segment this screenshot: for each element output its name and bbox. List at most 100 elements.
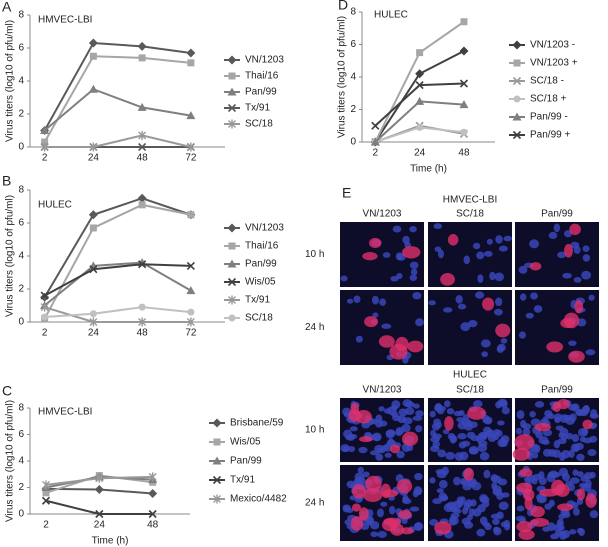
nucleus	[415, 318, 424, 327]
nucleus	[466, 514, 473, 520]
nucleus	[481, 351, 489, 358]
legend-marker	[212, 475, 222, 485]
legend-label: Pan/99	[230, 456, 262, 467]
nucleus	[414, 522, 422, 531]
nucleus	[429, 410, 436, 418]
x-tick-label: 72	[185, 328, 197, 339]
data-point	[416, 123, 424, 131]
y-tick-label: 8	[18, 185, 24, 196]
nucleus	[471, 481, 482, 491]
nucleus	[466, 431, 476, 439]
infected-cell	[365, 475, 382, 492]
infected-cell	[516, 521, 533, 533]
nucleus	[480, 339, 491, 348]
data-point	[415, 96, 425, 105]
y-tick-label: 0	[18, 509, 24, 520]
y-tick-label: 6	[350, 39, 356, 50]
nucleus	[474, 291, 485, 299]
infected-cell	[557, 503, 574, 511]
nucleus	[414, 473, 423, 481]
y-axis-label: Virus titers (log10 of pfu/ml)	[5, 20, 16, 142]
nucleus	[536, 496, 547, 504]
nucleus	[531, 478, 538, 485]
nucleus	[479, 494, 488, 503]
infected-cell	[378, 335, 395, 348]
nucleus	[530, 292, 539, 300]
nucleus	[443, 307, 453, 313]
panel-label: E	[342, 185, 351, 201]
nucleus	[562, 272, 572, 279]
data-point	[186, 48, 196, 58]
nucleus	[371, 434, 378, 441]
micrograph	[428, 290, 512, 365]
nucleus	[449, 515, 457, 524]
infected-cell	[546, 341, 564, 353]
nucleus	[494, 272, 504, 282]
nucleus	[402, 235, 410, 244]
x-tick-label: 48	[458, 148, 470, 159]
series-line	[44, 263, 191, 297]
data-point	[415, 69, 425, 79]
legend-marker	[228, 72, 236, 80]
data-point	[41, 138, 49, 146]
legend-marker	[227, 55, 237, 65]
y-axis-label: Virus titers (log10 of pfu/ml)	[5, 400, 16, 522]
legend-marker	[227, 277, 237, 287]
nucleus	[565, 432, 574, 440]
nucleus	[491, 482, 498, 490]
nucleus	[553, 223, 561, 233]
nucleus	[579, 436, 586, 443]
micrograph	[515, 465, 599, 541]
nucleus	[518, 331, 526, 339]
nucleus	[376, 508, 384, 518]
nucleus	[437, 249, 445, 259]
data-point	[95, 509, 104, 519]
nucleus	[372, 312, 379, 318]
nucleus	[498, 501, 509, 511]
data-point	[137, 41, 147, 51]
nucleus	[346, 480, 356, 489]
series-line	[43, 88, 192, 132]
nucleus	[464, 521, 474, 529]
data-point	[186, 142, 195, 152]
nucleus	[558, 467, 569, 477]
nucleus	[555, 425, 564, 431]
nucleus	[548, 231, 558, 240]
nucleus	[497, 478, 508, 486]
panel-label: B	[2, 173, 11, 189]
legend-marker	[212, 456, 222, 465]
data-point	[89, 310, 97, 318]
micrograph	[515, 290, 599, 365]
y-tick-label: 2	[18, 482, 24, 493]
legend-label: Thai/16	[245, 71, 279, 82]
nucleus	[534, 400, 545, 408]
nucleus	[357, 466, 364, 474]
nucleus	[415, 410, 424, 417]
data-point	[40, 126, 50, 134]
nucleus	[479, 452, 490, 461]
nucleus	[535, 430, 543, 439]
nucleus	[477, 274, 484, 283]
nucleus	[413, 403, 420, 409]
nucleus	[380, 501, 388, 507]
infected-cell	[518, 529, 535, 540]
nucleus	[529, 239, 540, 249]
data-point	[40, 291, 49, 300]
data-point	[148, 488, 158, 498]
infected-cell	[519, 468, 533, 477]
data-point	[138, 54, 146, 62]
nucleus	[581, 405, 590, 415]
nucleus	[412, 415, 423, 421]
legend-label: VN/1203	[245, 223, 284, 234]
chart-title: HULEC	[374, 10, 408, 21]
legend-marker	[513, 59, 521, 67]
y-tick-label: 4	[18, 76, 24, 87]
nucleus	[483, 469, 491, 479]
legend-marker	[228, 242, 236, 250]
x-tick-label: 48	[137, 328, 149, 339]
nucleus	[346, 507, 354, 514]
nucleus	[529, 411, 536, 418]
infected-cell	[512, 447, 531, 461]
nucleus	[486, 238, 493, 245]
